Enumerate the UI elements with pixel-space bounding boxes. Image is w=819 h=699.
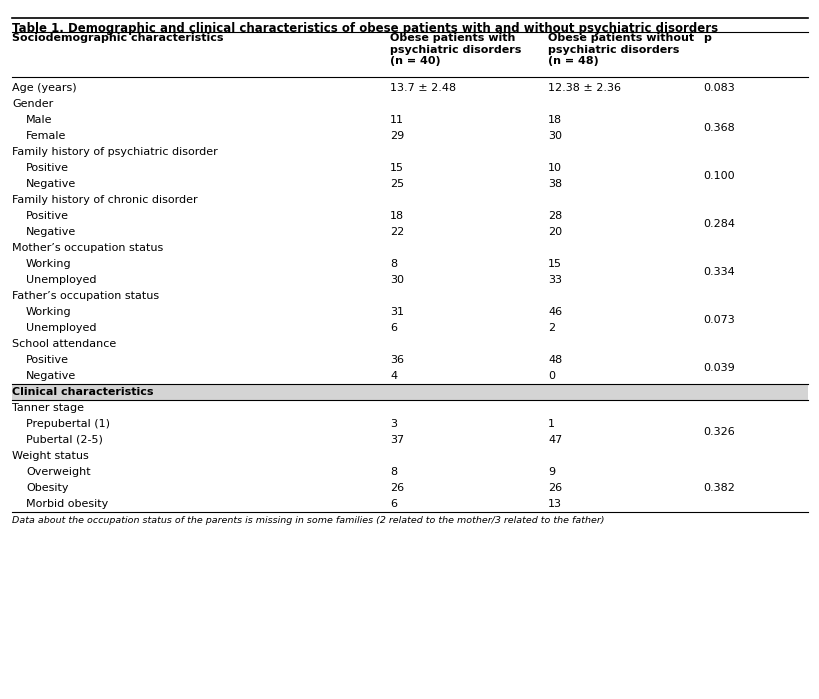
Text: 15: 15	[547, 259, 561, 269]
Text: Tanner stage: Tanner stage	[12, 403, 84, 413]
Text: 18: 18	[547, 115, 562, 125]
Text: 37: 37	[390, 435, 404, 445]
Text: 13: 13	[547, 499, 561, 509]
Text: Negative: Negative	[26, 371, 76, 381]
Text: 31: 31	[390, 307, 404, 317]
Text: Data about the occupation status of the parents is missing in some families (2 r: Data about the occupation status of the …	[12, 516, 604, 525]
Text: School attendance: School attendance	[12, 339, 116, 349]
Text: 0.326: 0.326	[702, 427, 734, 437]
Text: 30: 30	[390, 275, 404, 285]
Text: Family history of psychiatric disorder: Family history of psychiatric disorder	[12, 147, 218, 157]
Text: 0.382: 0.382	[702, 483, 734, 493]
Text: 47: 47	[547, 435, 562, 445]
Text: 8: 8	[390, 467, 396, 477]
Text: Overweight: Overweight	[26, 467, 91, 477]
Text: Obesity: Obesity	[26, 483, 69, 493]
Text: 20: 20	[547, 227, 562, 237]
Text: Male: Male	[26, 115, 52, 125]
Text: Sociodemographic characteristics: Sociodemographic characteristics	[12, 33, 224, 43]
Text: 0.334: 0.334	[702, 267, 734, 277]
Text: p: p	[702, 33, 710, 43]
Text: 0: 0	[547, 371, 554, 381]
Text: 8: 8	[390, 259, 396, 269]
Text: 18: 18	[390, 211, 404, 221]
Text: 4: 4	[390, 371, 396, 381]
Text: Weight status: Weight status	[12, 451, 88, 461]
Text: Positive: Positive	[26, 211, 69, 221]
Text: Table 1. Demographic and clinical characteristics of obese patients with and wit: Table 1. Demographic and clinical charac…	[12, 22, 717, 35]
Text: Father’s occupation status: Father’s occupation status	[12, 291, 159, 301]
Text: 26: 26	[390, 483, 404, 493]
Text: Prepubertal (1): Prepubertal (1)	[26, 419, 110, 429]
Text: Female: Female	[26, 131, 66, 141]
Text: 38: 38	[547, 179, 562, 189]
Bar	[12, 384, 807, 400]
Text: Clinical characteristics: Clinical characteristics	[12, 387, 153, 397]
Text: 46: 46	[547, 307, 562, 317]
Text: Positive: Positive	[26, 355, 69, 365]
Text: 48: 48	[547, 355, 562, 365]
Text: Negative: Negative	[26, 227, 76, 237]
Text: 3: 3	[390, 419, 396, 429]
Text: Obese patients without
psychiatric disorders
(n = 48): Obese patients without psychiatric disor…	[547, 33, 693, 66]
Text: 0.284: 0.284	[702, 219, 734, 229]
Text: 25: 25	[390, 179, 404, 189]
Text: Positive: Positive	[26, 163, 69, 173]
Text: 6: 6	[390, 499, 396, 509]
Text: 36: 36	[390, 355, 404, 365]
Text: 15: 15	[390, 163, 404, 173]
Text: 0.368: 0.368	[702, 123, 734, 133]
Text: 30: 30	[547, 131, 561, 141]
Text: Working: Working	[26, 259, 71, 269]
Text: Unemployed: Unemployed	[26, 323, 97, 333]
Text: 22: 22	[390, 227, 404, 237]
Text: Mother’s occupation status: Mother’s occupation status	[12, 243, 163, 253]
Text: Negative: Negative	[26, 179, 76, 189]
Text: Pubertal (2-5): Pubertal (2-5)	[26, 435, 102, 445]
Text: 0.100: 0.100	[702, 171, 734, 181]
Text: 2: 2	[547, 323, 554, 333]
Text: 29: 29	[390, 131, 404, 141]
Text: 13.7 ± 2.48: 13.7 ± 2.48	[390, 83, 455, 93]
Text: 6: 6	[390, 323, 396, 333]
Text: Obese patients with
psychiatric disorders
(n = 40): Obese patients with psychiatric disorder…	[390, 33, 521, 66]
Text: Age (years): Age (years)	[12, 83, 76, 93]
Text: Morbid obesity: Morbid obesity	[26, 499, 108, 509]
Text: 33: 33	[547, 275, 561, 285]
Text: 9: 9	[547, 467, 554, 477]
Text: Working: Working	[26, 307, 71, 317]
Text: 26: 26	[547, 483, 562, 493]
Text: Family history of chronic disorder: Family history of chronic disorder	[12, 195, 197, 205]
Text: Unemployed: Unemployed	[26, 275, 97, 285]
Text: 10: 10	[547, 163, 561, 173]
Text: 1: 1	[547, 419, 554, 429]
Text: 0.039: 0.039	[702, 363, 734, 373]
Text: 12.38 ± 2.36: 12.38 ± 2.36	[547, 83, 620, 93]
Text: 11: 11	[390, 115, 404, 125]
Text: 0.083: 0.083	[702, 83, 734, 93]
Text: Gender: Gender	[12, 99, 53, 109]
Text: 0.073: 0.073	[702, 315, 734, 325]
Text: 28: 28	[547, 211, 562, 221]
